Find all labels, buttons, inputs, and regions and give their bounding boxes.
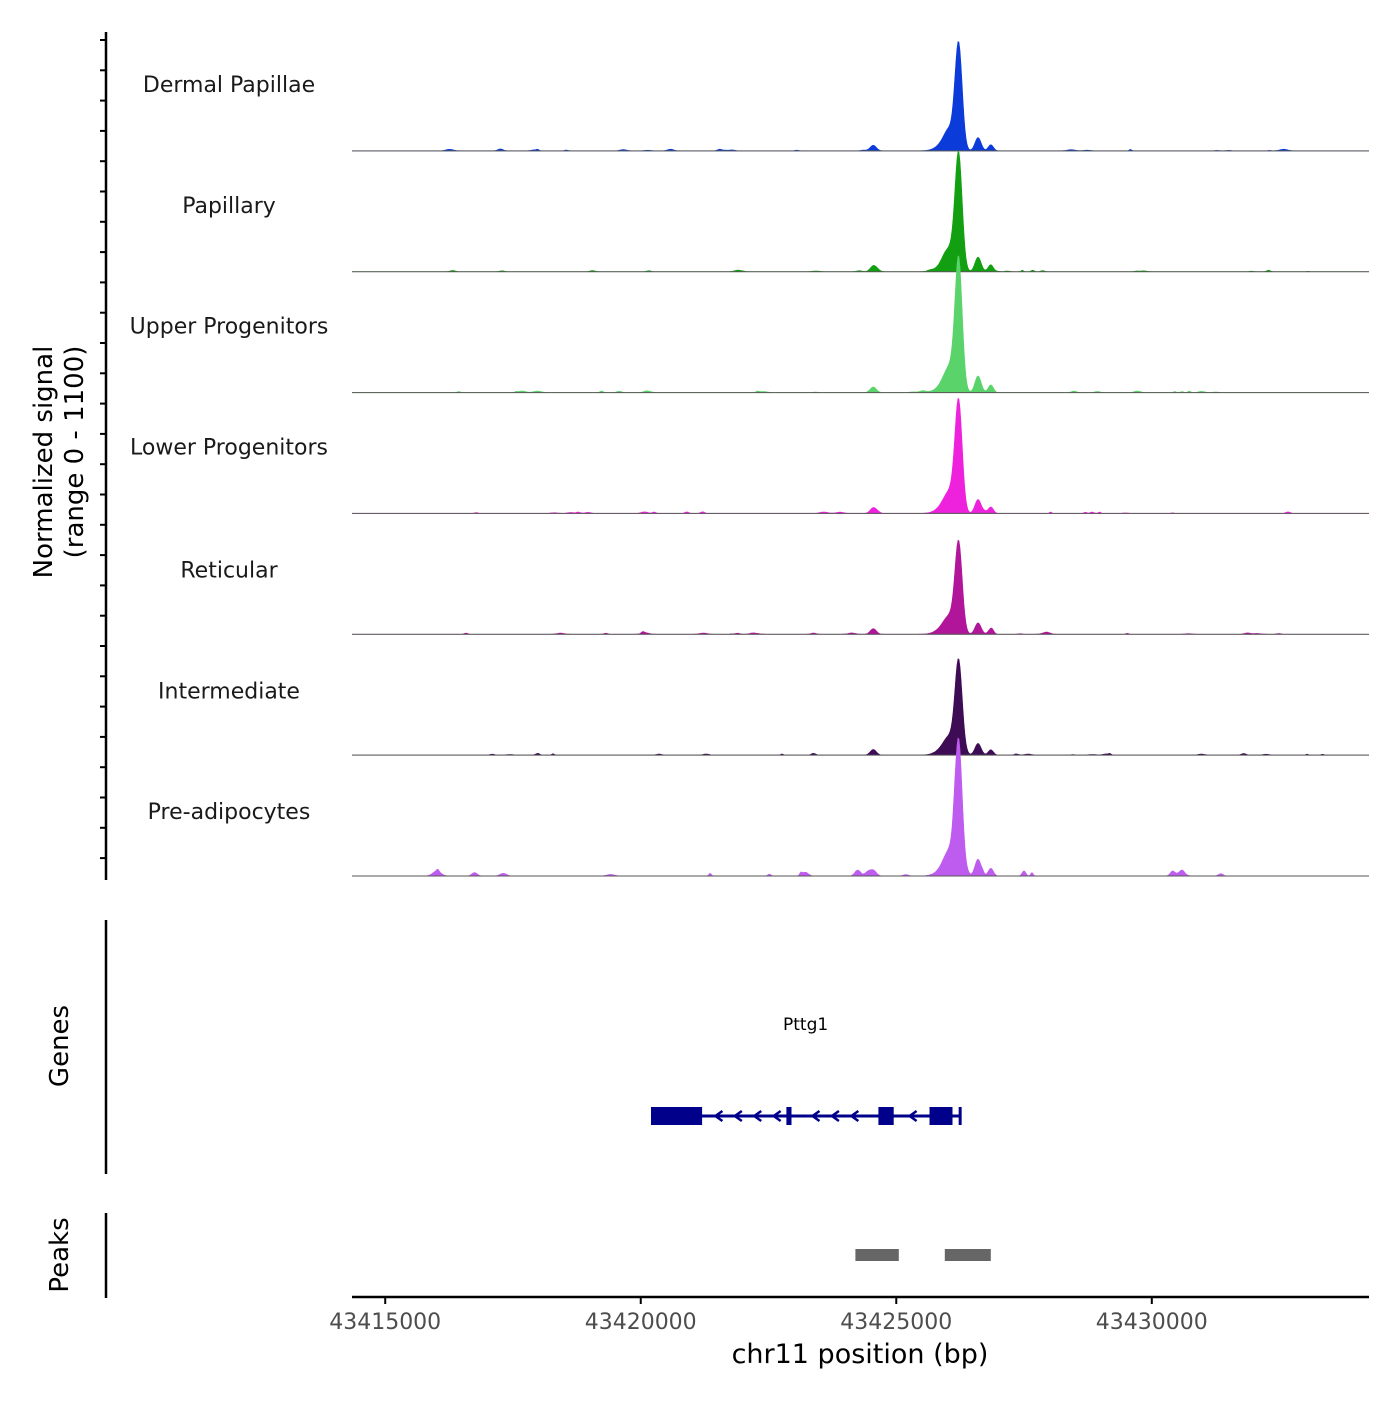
coverage-track: Dermal Papillae xyxy=(143,40,1369,152)
coverage-track: Reticular xyxy=(180,539,1369,635)
gene-exon xyxy=(929,1107,953,1125)
coverage-area xyxy=(352,658,1369,756)
gene-track: Pttg1 xyxy=(650,1015,962,1125)
gene-exon xyxy=(878,1107,894,1125)
strand-arrow xyxy=(829,1109,840,1123)
coverage-track-label: Papillary xyxy=(182,194,276,219)
coverage-area xyxy=(352,737,1369,877)
strand-arrow xyxy=(752,1109,762,1123)
peaks-track-label: Peaks xyxy=(45,1217,75,1292)
y-axis-title-line1: Normalized signal xyxy=(29,346,59,579)
gene-exon xyxy=(651,1107,703,1125)
strand-arrow xyxy=(849,1109,860,1123)
y-axis-title-line2: (range 0 - 1100) xyxy=(60,346,90,559)
coverage-track-label: Lower Progenitors xyxy=(130,436,328,461)
coverage-area xyxy=(352,539,1369,635)
strand-arrow xyxy=(810,1109,821,1123)
peak-region xyxy=(855,1249,899,1261)
coverage-y-ticks xyxy=(100,39,106,860)
coverage-track: Upper Progenitors xyxy=(130,255,1369,394)
gene-label: Pttg1 xyxy=(783,1015,828,1035)
strand-arrow xyxy=(713,1109,724,1123)
coverage-track-label: Pre-adipocytes xyxy=(148,800,311,825)
coverage-track: Papillary xyxy=(182,150,1369,273)
coverage-tracks: Dermal Papillae Papillary Upper Progenitor… xyxy=(130,40,1369,877)
coverage-track-label: Intermediate xyxy=(158,679,300,704)
peaks-track xyxy=(855,1249,991,1261)
strand-arrow xyxy=(907,1109,918,1123)
coverage-area xyxy=(352,40,1369,152)
coverage-track: Lower Progenitors xyxy=(130,397,1369,514)
peak-region xyxy=(944,1249,991,1261)
coverage-area xyxy=(352,150,1369,272)
x-tick-label: 43420000 xyxy=(585,1310,697,1335)
coverage-track-label: Dermal Papillae xyxy=(143,73,315,98)
strand-arrow xyxy=(732,1109,743,1123)
coverage-track-label: Upper Progenitors xyxy=(130,315,329,340)
coverage-track: Intermediate xyxy=(158,658,1369,756)
coverage-track: Pre-adipocytes xyxy=(148,737,1369,877)
coverage-area xyxy=(352,397,1369,514)
x-tick-label: 43415000 xyxy=(329,1310,441,1335)
strand-arrow xyxy=(771,1109,782,1123)
x-tick-label: 43425000 xyxy=(840,1310,952,1335)
coverage-track-label: Reticular xyxy=(180,558,278,583)
x-tick-label: 43430000 xyxy=(1096,1310,1208,1335)
x-axis-ticks: 43415000 43420000 43425000 43430000 xyxy=(329,1297,1208,1335)
x-axis-title: chr11 position (bp) xyxy=(732,1339,989,1370)
genes-track-label: Genes xyxy=(45,1005,75,1087)
gene-exon xyxy=(786,1107,792,1125)
coverage-area xyxy=(352,255,1369,393)
